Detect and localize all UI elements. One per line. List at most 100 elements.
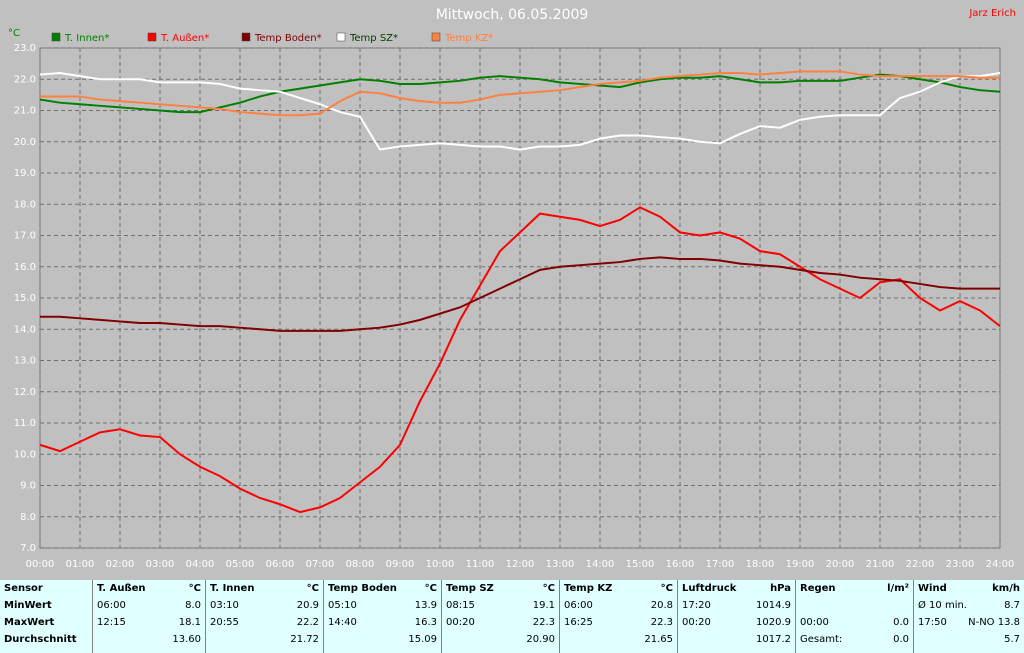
sensor-name: Wind — [918, 583, 947, 594]
x-tick-label: 23:00 — [946, 559, 975, 570]
y-tick-label: 10.0 — [14, 449, 36, 460]
stat-cell: 06:00 — [564, 600, 593, 611]
stat-cell: 12:15 — [97, 617, 126, 628]
stats-table: Sensor MinWert MaxWert Durchschnitt T. Außen… — [0, 580, 1024, 653]
x-tick-label: 00:00 — [26, 559, 55, 570]
sensor-column: Regen l/m² 00:00 0.0 Gesamt: 0.0 — [795, 580, 913, 653]
x-tick-label: 08:00 — [346, 559, 375, 570]
stat-row: 03:10 20.9 — [210, 597, 319, 614]
stat-cell: 21.65 — [644, 634, 673, 645]
legend-swatch — [336, 32, 346, 42]
legend-swatch — [431, 32, 441, 42]
stat-cell: 20.90 — [526, 634, 555, 645]
stat-cell: 5.7 — [1004, 634, 1020, 645]
x-tick-label: 24:00 — [986, 559, 1015, 570]
column-header: Temp SZ °C — [446, 580, 555, 597]
legend-swatch — [241, 32, 251, 42]
y-tick-label: 12.0 — [14, 387, 36, 398]
stat-cell: 20.8 — [650, 600, 673, 611]
sensor-name: Temp KZ — [564, 583, 613, 594]
stat-cell: 06:00 — [97, 600, 126, 611]
stat-cell: 20.9 — [296, 600, 319, 611]
stat-cell: Gesamt: — [800, 634, 843, 645]
sensor-name: Regen — [800, 583, 836, 594]
legend-label: Temp KZ* — [444, 33, 493, 44]
x-tick-label: 18:00 — [746, 559, 775, 570]
y-tick-label: 14.0 — [14, 324, 36, 335]
sensor-unit: l/m² — [887, 583, 909, 594]
stat-cell: 17:50 — [918, 617, 947, 628]
row-label: Durchschnitt — [4, 634, 77, 645]
sensor-unit: °C — [306, 583, 319, 594]
column-header: T. Innen °C — [210, 580, 319, 597]
stat-cell: 00:00 — [800, 617, 829, 628]
row-labels: Sensor MinWert MaxWert Durchschnitt — [0, 580, 92, 653]
sensor-name: Temp SZ — [446, 583, 494, 594]
stat-row: 16:25 22.3 — [564, 614, 673, 631]
sensor-column: Temp Boden °C 05:10 13.9 14:40 16.3 15.09 — [323, 580, 441, 653]
x-tick-label: 04:00 — [186, 559, 215, 570]
stat-cell: 13.9 — [414, 600, 437, 611]
stat-cell: 8.7 — [1004, 600, 1020, 611]
stat-cell: 8.0 — [185, 600, 201, 611]
sensor-unit: hPa — [770, 583, 791, 594]
stat-cell: 14:40 — [328, 617, 357, 628]
y-tick-label: 16.0 — [14, 262, 36, 273]
series-line — [40, 256, 1000, 332]
stat-cell: 0.0 — [893, 634, 909, 645]
row-label-cell: MinWert — [4, 597, 88, 614]
y-tick-label: 20.0 — [14, 137, 36, 148]
stat-row: 17:20 1014.9 — [682, 597, 791, 614]
x-tick-label: 09:00 — [386, 559, 415, 570]
stat-cell: 21.72 — [290, 634, 319, 645]
stat-row: 21.65 — [564, 631, 673, 648]
y-tick-label: 17.0 — [14, 231, 36, 242]
sensor-column: Temp SZ °C 08:15 19.1 00:20 22.3 20.90 — [441, 580, 559, 653]
stat-cell: 05:10 — [328, 600, 357, 611]
stat-cell: 03:10 — [210, 600, 239, 611]
stat-cell: 17:20 — [682, 600, 711, 611]
legend-label: Temp Boden* — [254, 33, 322, 44]
legend-label: Temp SZ* — [349, 33, 398, 44]
stat-cell: 22.3 — [532, 617, 555, 628]
y-tick-label: 22.0 — [14, 74, 36, 85]
sensor-unit: °C — [188, 583, 201, 594]
column-header: Luftdruck hPa — [682, 580, 791, 597]
stat-row: 00:20 1020.9 — [682, 614, 791, 631]
stat-row: 17:50 N-NO 13.8 — [918, 614, 1020, 631]
legend-label: T. Innen* — [64, 33, 109, 44]
stat-cell: Ø 10 min. — [918, 600, 967, 611]
stat-row: Ø 10 min. 8.7 — [918, 597, 1020, 614]
sensor-unit: °C — [424, 583, 437, 594]
y-axis-label: °C — [8, 28, 20, 39]
sensor-column: Luftdruck hPa 17:20 1014.9 00:20 1020.9 1017.2 — [677, 580, 795, 653]
author: Jarz Erich — [968, 8, 1016, 19]
stat-row: 12:15 18.1 — [97, 614, 201, 631]
sensor-unit: °C — [660, 583, 673, 594]
stat-cell: 18.1 — [178, 617, 201, 628]
stat-row: 20:55 22.2 — [210, 614, 319, 631]
x-tick-label: 12:00 — [506, 559, 535, 570]
sensor-column: T. Innen °C 03:10 20.9 20:55 22.2 21.72 — [205, 580, 323, 653]
row-label-cell: Durchschnitt — [4, 631, 88, 648]
stat-cell: 08:15 — [446, 600, 475, 611]
row-label-cell: MaxWert — [4, 614, 88, 631]
stat-cell: 20:55 — [210, 617, 239, 628]
sensor-column: Temp KZ °C 06:00 20.8 16:25 22.3 21.65 — [559, 580, 677, 653]
y-tick-label: 21.0 — [14, 106, 36, 117]
x-tick-label: 10:00 — [426, 559, 455, 570]
stat-cell: 13.60 — [172, 634, 201, 645]
y-tick-label: 13.0 — [14, 356, 36, 367]
stat-row: 06:00 8.0 — [97, 597, 201, 614]
stat-row: 5.7 — [918, 631, 1020, 648]
x-tick-label: 07:00 — [306, 559, 335, 570]
sensor-name: T. Innen — [210, 583, 255, 594]
y-tick-label: 8.0 — [20, 512, 36, 523]
chart-title: Mittwoch, 06.05.2009 — [436, 7, 589, 23]
column-header: Wind km/h — [918, 580, 1020, 597]
series-line — [39, 73, 1001, 114]
row-label: Sensor — [4, 583, 43, 594]
stat-row: 00:20 22.3 — [446, 614, 555, 631]
y-tick-label: 18.0 — [14, 199, 36, 210]
